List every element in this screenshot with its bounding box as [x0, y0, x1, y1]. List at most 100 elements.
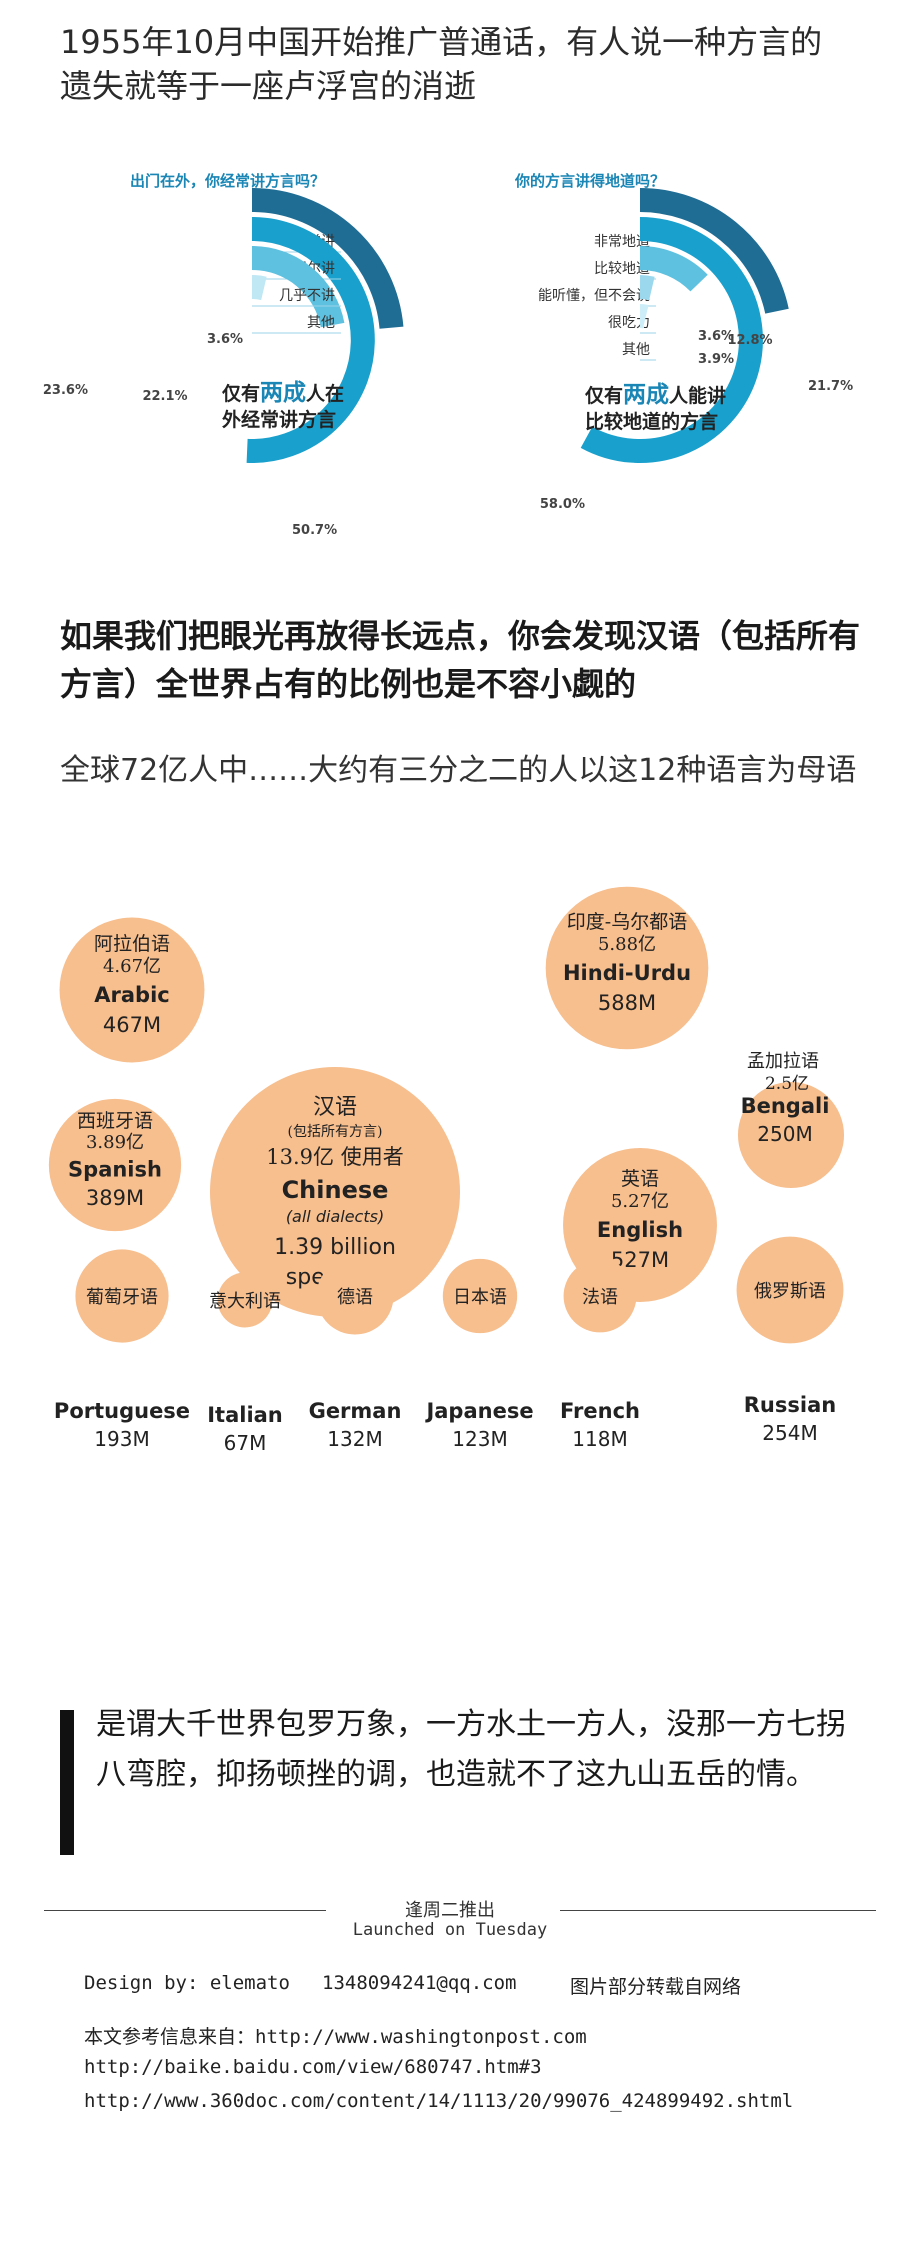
- donut-arc: [251, 275, 267, 301]
- intro-heading: 1955年10月中国开始推广普通话，有人说一种方言的遗失就等于一座卢浮宫的消逝: [60, 23, 823, 105]
- bubble-circle: [48, 1098, 182, 1232]
- donut-arc: [639, 304, 649, 329]
- footer-ref-link-3[interactable]: http://www.360doc.com/content/14/1113/20…: [84, 2090, 794, 2112]
- bubble-zh-label: 孟加拉语: [747, 1051, 819, 1072]
- donut-value-label: 23.6%: [43, 383, 88, 398]
- bubble-japanese: 日本语 Japanese 123M: [424, 1258, 534, 1451]
- section2-heading: 如果我们把眼光再放得长远点，你会发现汉语（包括所有方言）全世界占有的比例也是不容…: [60, 617, 861, 703]
- bubble-circle: [563, 1259, 637, 1333]
- bubble-zh-label: 阿拉伯语: [94, 933, 170, 955]
- donut-arc: [251, 246, 345, 328]
- donut-legend-label: 非常地道: [594, 234, 650, 250]
- bubble-en-label: Chinese: [282, 1176, 389, 1204]
- bubble-en-label: Italian: [207, 1403, 283, 1427]
- footer-schedule-zh: 逢周二推出: [405, 1900, 495, 1921]
- bubble-zh-count: 5.88亿: [598, 934, 656, 955]
- bubble-zh-label: 英语: [621, 1168, 659, 1190]
- bubble-count: 132M: [327, 1427, 382, 1451]
- donut-annotation-prefix: 仅有: [221, 382, 260, 405]
- donut-title: 出门在外，你经常讲方言吗？: [130, 172, 325, 190]
- donut-value-label: 12.8%: [727, 333, 772, 348]
- bubble-zh-note: (包括所有方言): [288, 1124, 383, 1140]
- bubble-circle: [75, 1249, 169, 1343]
- bubble-count: 67M: [224, 1431, 267, 1455]
- bubble-en-label: English: [597, 1218, 683, 1242]
- donut-value-label: 58.0%: [540, 497, 585, 512]
- bubble-portuguese: 葡萄牙语 Portuguese 193M: [54, 1249, 190, 1451]
- donut-chart-2: 你的方言讲得地道吗？ 非常地道 21.7% 比较地道 58.0% 能听懂，但不会说 12.8…: [514, 172, 853, 512]
- bubble-italian: 意大利语 Italian 67M: [207, 1272, 283, 1455]
- bubble-count: 467M: [103, 1013, 161, 1037]
- donut-annotation-suffix: 人能讲: [669, 384, 726, 407]
- bubble-circle: [736, 1236, 844, 1344]
- donut-arc: [251, 188, 404, 329]
- bubble-count: 254M: [762, 1421, 817, 1445]
- donut-legend-label: 很吃力: [608, 315, 650, 331]
- donut-arc: [639, 188, 789, 314]
- bubble-circle: [217, 1272, 273, 1328]
- bubble-en-label: French: [560, 1399, 640, 1423]
- footer-email[interactable]: 1348094241@qq.com: [322, 1972, 517, 1994]
- bubble-circle: [59, 917, 205, 1063]
- bubble-zh-label: 俄罗斯语: [754, 1281, 826, 1302]
- donut-annotation-line2: 外经常讲方言: [222, 408, 336, 431]
- donut-annotation-highlight: 两成: [260, 380, 306, 406]
- donut-annotation-prefix: 仅有: [584, 384, 623, 407]
- bubble-russian: 俄罗斯语 Russian 254M: [736, 1236, 844, 1445]
- bubble-zh-count: 5.27亿: [611, 1191, 669, 1212]
- footer-ref-link-2[interactable]: http://baike.baidu.com/view/680747.htm#3: [84, 2056, 542, 2078]
- bubble-zh-label: 日本语: [453, 1287, 507, 1308]
- language-bubble-chart: 汉语 (包括所有方言) 13.9亿 使用者 Chinese (all dialects)…: [20, 870, 880, 1550]
- footer-ref-label: 本文参考信息来自：: [84, 2026, 256, 2048]
- bubble-en-label: Arabic: [94, 983, 169, 1007]
- bubble-count: 250M: [757, 1122, 812, 1146]
- donut-annotation-suffix: 人在: [306, 382, 344, 405]
- donut-annotation-highlight: 两成: [623, 382, 669, 408]
- footer-rule-left: [44, 1910, 326, 1911]
- bubble-zh-label: 意大利语: [209, 1291, 281, 1312]
- bubble-zh-count: 13.9亿 使用者: [266, 1145, 403, 1169]
- donut-arc: [639, 245, 708, 292]
- donut-legend-label: 几乎不讲: [279, 288, 335, 304]
- footer-ref-link-1[interactable]: http://www.washingtonpost.com: [255, 2026, 587, 2048]
- bubble-en-label: German: [309, 1399, 402, 1423]
- bubble-en-label: Japanese: [424, 1399, 533, 1423]
- donut-value-label: 3.6%: [698, 329, 734, 344]
- donut-value-label: 3.9%: [698, 352, 734, 367]
- donut-arc: [580, 217, 763, 463]
- bubble-circle: [316, 1257, 394, 1335]
- donut-title: 你的方言讲得地道吗？: [514, 172, 665, 190]
- bubble-zh-count: 3.89亿: [86, 1132, 144, 1153]
- bubble-count: 123M: [452, 1427, 507, 1451]
- donut-value-label: 21.7%: [808, 379, 853, 394]
- bubble-en-label: Hindi-Urdu: [563, 961, 691, 985]
- footer-image-notice: 图片部分转载自网络: [570, 1976, 742, 1998]
- bubble-zh-label: 西班牙语: [77, 1110, 153, 1132]
- donut-legend-label: 其他: [307, 315, 335, 331]
- bubble-zh-label: 德语: [337, 1287, 373, 1308]
- donut-legend-label: 其他: [622, 342, 650, 358]
- dialect-donut-charts: 出门在外，你经常讲方言吗？经常讲23.6%偶尔讲50.7%几乎不讲22.1%其他…: [43, 172, 853, 538]
- donut-legend-label: 比较地道: [594, 261, 650, 277]
- footer-design-credit: Design by: elemato: [84, 1972, 290, 1994]
- bubble-count: 118M: [572, 1427, 627, 1451]
- footer-ref-line1: 本文参考信息来自：http://www.washingtonpost.com: [84, 2022, 587, 2049]
- donut-legend-label: 能听懂，但不会说: [538, 288, 650, 304]
- bubble-zh-label: 法语: [582, 1287, 618, 1308]
- bubble-zh-count: 2.5亿: [765, 1074, 809, 1094]
- donut-annotation-line2: 比较地道的方言: [585, 410, 718, 433]
- bubble-zh-label: 葡萄牙语: [86, 1287, 158, 1308]
- bubble-count: 389M: [86, 1186, 144, 1210]
- section2-subheading: 全球72亿人中……大约有三分之二的人以这12种语言为母语: [60, 753, 857, 788]
- bubble-count: 1.39 billion: [274, 1235, 396, 1260]
- footer-rule-right: [560, 1910, 876, 1911]
- bubble-count: 588M: [598, 991, 656, 1015]
- bubble-en-label: Portuguese: [54, 1399, 190, 1423]
- bubble-en-label: Russian: [744, 1393, 836, 1417]
- donut-arc: [246, 217, 375, 463]
- bubble-circle: [442, 1258, 518, 1334]
- bubble-en-note: (all dialects): [286, 1207, 384, 1226]
